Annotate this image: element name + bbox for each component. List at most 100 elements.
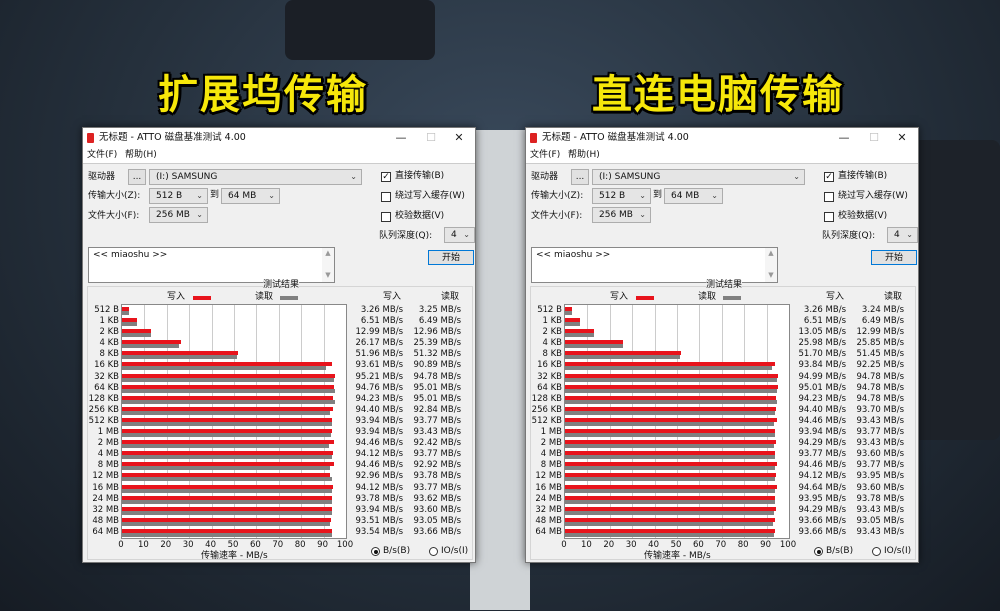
read-value: 92.84 MB/s [413, 404, 462, 415]
menu-file[interactable]: 文件(F) [87, 150, 118, 160]
checkbox-1[interactable] [381, 192, 391, 202]
write-value: 93.95 MB/s [798, 493, 847, 504]
write-value: 94.99 MB/s [798, 371, 847, 382]
transfer-to-select[interactable]: 64 MB ⌄ [221, 188, 280, 204]
chevron-down-icon: ⌄ [906, 230, 913, 239]
close-button[interactable]: ✕ [454, 131, 464, 144]
transfer-from-select[interactable]: 512 B ⌄ [592, 188, 651, 204]
checkbox-0[interactable]: ✓ [824, 172, 834, 182]
checkbox-label-0: 直接传输(B) [395, 171, 445, 181]
x-tick-label: 50 [670, 540, 682, 550]
write-value: 3.26 MB/s [360, 305, 403, 315]
read-value: 93.95 MB/s [856, 471, 905, 482]
chart-plot [121, 304, 347, 539]
row-label: 4 MB [540, 449, 562, 460]
queue-depth-select[interactable]: 4 ⌄ [444, 227, 475, 243]
bar-read [565, 521, 774, 526]
file-size-value: 256 MB [156, 210, 190, 220]
drive-browse-button[interactable]: ... [571, 169, 589, 185]
menu-file[interactable]: 文件(F) [530, 150, 561, 160]
chevron-down-icon: ⌄ [639, 210, 646, 219]
textarea-scrollbar[interactable]: ▲ ▼ [322, 248, 334, 282]
write-value: 51.96 MB/s [355, 349, 404, 360]
bar-write [122, 340, 181, 345]
start-button[interactable]: 开始 [428, 250, 474, 265]
legend-read-label: 读取 [255, 292, 274, 302]
bar-write [122, 362, 332, 367]
transfer-to-select[interactable]: 64 MB ⌄ [664, 188, 723, 204]
write-value: 94.23 MB/s [355, 393, 404, 404]
file-size-select[interactable]: 256 MB ⌄ [149, 207, 208, 223]
description-textarea[interactable]: << miaoshu >> ▲ ▼ [531, 247, 778, 283]
x-tick-label: 10 [580, 540, 592, 550]
bar-read [122, 455, 333, 460]
atto-window-0: 无标题 - ATTO 磁盘基准测试 4.00 — ☐ ✕ 文件(F) 帮助(H)… [82, 127, 476, 563]
read-value: 6.49 MB/s [861, 316, 904, 327]
write-value: 12.99 MB/s [355, 327, 404, 338]
read-value: 94.78 MB/s [856, 371, 905, 382]
transfer-from-select[interactable]: 512 B ⌄ [149, 188, 208, 204]
window-title: 无标题 - ATTO 磁盘基准测试 4.00 [542, 132, 689, 143]
legend-write-swatch [193, 296, 211, 300]
bar-write [565, 329, 595, 334]
queue-depth-select[interactable]: 4 ⌄ [887, 227, 918, 243]
checkbox-0[interactable]: ✓ [381, 172, 391, 182]
description-textarea[interactable]: << miaoshu >> ▲ ▼ [88, 247, 335, 283]
drive-value: (I:) SAMSUNG [156, 172, 218, 182]
menu-help[interactable]: 帮助(H) [125, 150, 157, 160]
write-value: 94.29 MB/s [798, 504, 847, 515]
read-value: 25.85 MB/s [856, 338, 905, 349]
textarea-scrollbar[interactable]: ▲ ▼ [765, 248, 777, 282]
write-value: 93.66 MB/s [798, 526, 847, 537]
bar-read [565, 444, 775, 449]
maximize-button[interactable]: ☐ [426, 131, 436, 144]
radio-io-per-second[interactable] [872, 547, 881, 556]
bar-read [565, 388, 778, 393]
file-size-select[interactable]: 256 MB ⌄ [592, 207, 651, 223]
menu-help[interactable]: 帮助(H) [568, 150, 600, 160]
row-label: 256 KB [531, 404, 562, 415]
x-tick-label: 30 [182, 540, 194, 550]
write-value: 51.70 MB/s [798, 349, 847, 360]
maximize-button[interactable]: ☐ [869, 131, 879, 144]
minimize-button[interactable]: — [838, 131, 850, 144]
bar-read [565, 510, 775, 515]
bar-read [122, 322, 137, 327]
drive-browse-button[interactable]: ... [128, 169, 146, 185]
transfer-to-value: 64 MB [228, 191, 257, 201]
app-icon [87, 133, 94, 143]
start-button[interactable]: 开始 [871, 250, 917, 265]
drive-select[interactable]: (I:) SAMSUNG ⌄ [592, 169, 805, 185]
write-value: 93.94 MB/s [355, 427, 404, 438]
x-tick-label: 0 [561, 540, 567, 550]
row-label: 4 KB [99, 338, 119, 349]
background-box [470, 130, 530, 610]
bar-write [122, 462, 334, 467]
read-value: 93.77 MB/s [413, 415, 462, 426]
minimize-button[interactable]: — [395, 131, 407, 144]
x-tick-label: 40 [205, 540, 216, 550]
write-value: 95.01 MB/s [798, 382, 847, 393]
radio-bytes-per-second[interactable] [814, 547, 823, 556]
read-value: 51.32 MB/s [413, 349, 462, 360]
drive-label: 驱动器 [531, 172, 559, 182]
drive-select[interactable]: (I:) SAMSUNG ⌄ [149, 169, 362, 185]
radio-io-per-second[interactable] [429, 547, 438, 556]
checkbox-1[interactable] [824, 192, 834, 202]
row-label: 12 MB [92, 471, 119, 482]
x-tick-label: 90 [760, 540, 771, 550]
read-value: 92.42 MB/s [413, 438, 462, 449]
row-label: 16 MB [92, 482, 119, 493]
radio-io-label: IO/s(I) [884, 546, 912, 556]
bar-read [565, 322, 580, 327]
bar-write [122, 351, 239, 356]
description-text: << miaoshu >> [93, 250, 168, 260]
radio-bytes-per-second[interactable] [371, 547, 380, 556]
read-column-header: 读取 [441, 292, 460, 302]
bar-write [565, 362, 776, 367]
bar-read [122, 532, 332, 537]
checkbox-2[interactable] [381, 212, 391, 222]
checkbox-2[interactable] [824, 212, 834, 222]
close-button[interactable]: ✕ [897, 131, 907, 144]
row-label: 12 MB [535, 471, 562, 482]
